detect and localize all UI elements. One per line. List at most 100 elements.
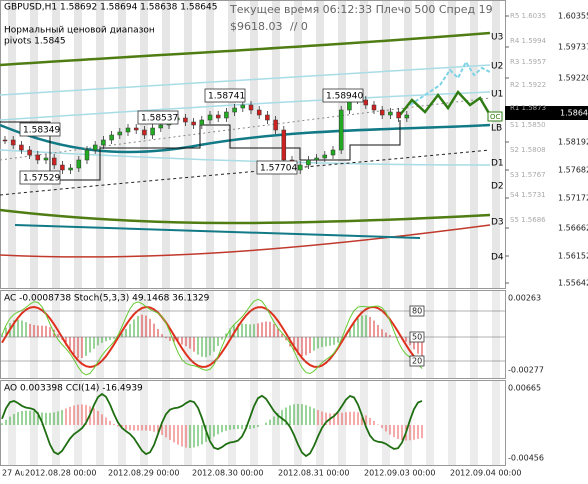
price-label: 1.55642 bbox=[558, 279, 588, 288]
stripe bbox=[470, 381, 478, 465]
stripe bbox=[8, 381, 16, 465]
indicator-name: Нормальный ценовой диапазон bbox=[4, 26, 155, 36]
current-price-box bbox=[505, 106, 588, 120]
time-label-box bbox=[449, 466, 529, 479]
price-mark-box bbox=[137, 110, 179, 125]
candle bbox=[330, 149, 336, 156]
stripe bbox=[448, 291, 456, 378]
lb-line bbox=[0, 123, 491, 154]
channel-lines bbox=[0, 31, 492, 258]
price-mark: 1.58940 bbox=[326, 92, 363, 102]
candle bbox=[404, 114, 410, 119]
price-mark: 1.58349 bbox=[23, 126, 60, 136]
candle bbox=[199, 119, 205, 126]
stripe bbox=[96, 291, 104, 378]
stripe bbox=[96, 1, 104, 288]
stripe bbox=[382, 381, 390, 465]
price-label: 1.57682 bbox=[558, 166, 588, 175]
pivot-steps bbox=[0, 120, 401, 181]
stripe bbox=[52, 291, 60, 378]
cci-line bbox=[1, 392, 423, 458]
channel-label: U2 bbox=[491, 62, 503, 72]
stripe bbox=[184, 381, 192, 465]
channel-label: D1 bbox=[491, 159, 504, 169]
pivot-label: S3 1.5767 bbox=[510, 171, 546, 179]
candle bbox=[297, 164, 303, 171]
pivot-label: R2 1.5922 bbox=[510, 81, 546, 89]
current-price: 1.58645 bbox=[560, 109, 588, 118]
candle bbox=[76, 159, 82, 169]
stripe bbox=[30, 1, 38, 288]
ao-plot bbox=[1, 392, 423, 458]
price-mark: 1.58537 bbox=[141, 114, 178, 124]
time-label: 2012.08.29 00:00 bbox=[108, 469, 179, 478]
stripe bbox=[470, 291, 478, 378]
stripe bbox=[404, 1, 412, 288]
channel-label: D3 bbox=[491, 218, 504, 228]
candle bbox=[117, 131, 123, 136]
candle bbox=[371, 104, 377, 111]
candle bbox=[142, 129, 147, 136]
stripe bbox=[492, 1, 500, 288]
price-mark-box bbox=[19, 122, 61, 137]
candle bbox=[183, 117, 188, 123]
pivot-label: S1 1.5850 bbox=[510, 121, 546, 129]
oc-box bbox=[487, 111, 503, 122]
stripe bbox=[492, 291, 500, 378]
stripe bbox=[316, 291, 324, 378]
candle bbox=[109, 134, 114, 141]
stripe bbox=[162, 291, 170, 378]
price-mark: 1.57704 bbox=[260, 164, 297, 174]
channel-label: LB bbox=[491, 124, 502, 134]
stripe bbox=[184, 1, 192, 288]
candle bbox=[10, 139, 16, 146]
stripe bbox=[206, 381, 214, 465]
stripe bbox=[492, 381, 500, 465]
candle bbox=[125, 127, 131, 133]
candle bbox=[379, 109, 385, 116]
stripe bbox=[294, 291, 302, 378]
stripe bbox=[74, 291, 82, 378]
stoch-level-label: 20 bbox=[412, 357, 422, 366]
d4-line bbox=[0, 224, 491, 258]
ac-axis-label: 0.00263 bbox=[508, 294, 541, 303]
candle bbox=[19, 144, 24, 151]
ac-axis-label: -0.00277 bbox=[508, 366, 544, 375]
main-panel bbox=[0, 0, 506, 289]
candle bbox=[43, 157, 49, 161]
stripe bbox=[228, 381, 236, 465]
pivot-label: R5 1.6035 bbox=[510, 12, 546, 20]
ac-plot bbox=[1, 298, 423, 376]
candle bbox=[224, 111, 229, 119]
u3-line bbox=[0, 31, 491, 67]
u1-line bbox=[0, 91, 491, 121]
candle bbox=[150, 127, 155, 136]
stripe bbox=[228, 1, 236, 288]
stripe bbox=[118, 381, 126, 465]
candle bbox=[265, 114, 270, 121]
status-line: Текущее время 06:12:33 Плечо 500 Спред 1… bbox=[229, 3, 493, 16]
stripe bbox=[52, 381, 60, 465]
pivot-label: S4 1.5731 bbox=[510, 191, 546, 199]
stripe bbox=[184, 291, 192, 378]
ao-axis-label: -0.00456 bbox=[508, 454, 544, 463]
ratio: // 0 bbox=[290, 20, 308, 33]
stripe bbox=[470, 1, 478, 288]
time-label: 2012.08.31 00:00 bbox=[278, 469, 349, 478]
stripe bbox=[140, 291, 148, 378]
stripe bbox=[140, 381, 148, 465]
stripe bbox=[294, 1, 302, 288]
candle bbox=[314, 157, 319, 161]
stripe bbox=[426, 291, 434, 378]
candles bbox=[2, 91, 410, 174]
candle bbox=[158, 124, 164, 129]
time-label-box bbox=[107, 466, 187, 479]
stripe bbox=[426, 1, 434, 288]
candle bbox=[60, 164, 65, 171]
stripe bbox=[360, 291, 368, 378]
stripe bbox=[74, 1, 82, 288]
oc-line bbox=[399, 89, 492, 116]
price-mark-box bbox=[322, 88, 364, 103]
price-label: 1.56152 bbox=[558, 252, 588, 261]
level-box bbox=[409, 355, 425, 367]
